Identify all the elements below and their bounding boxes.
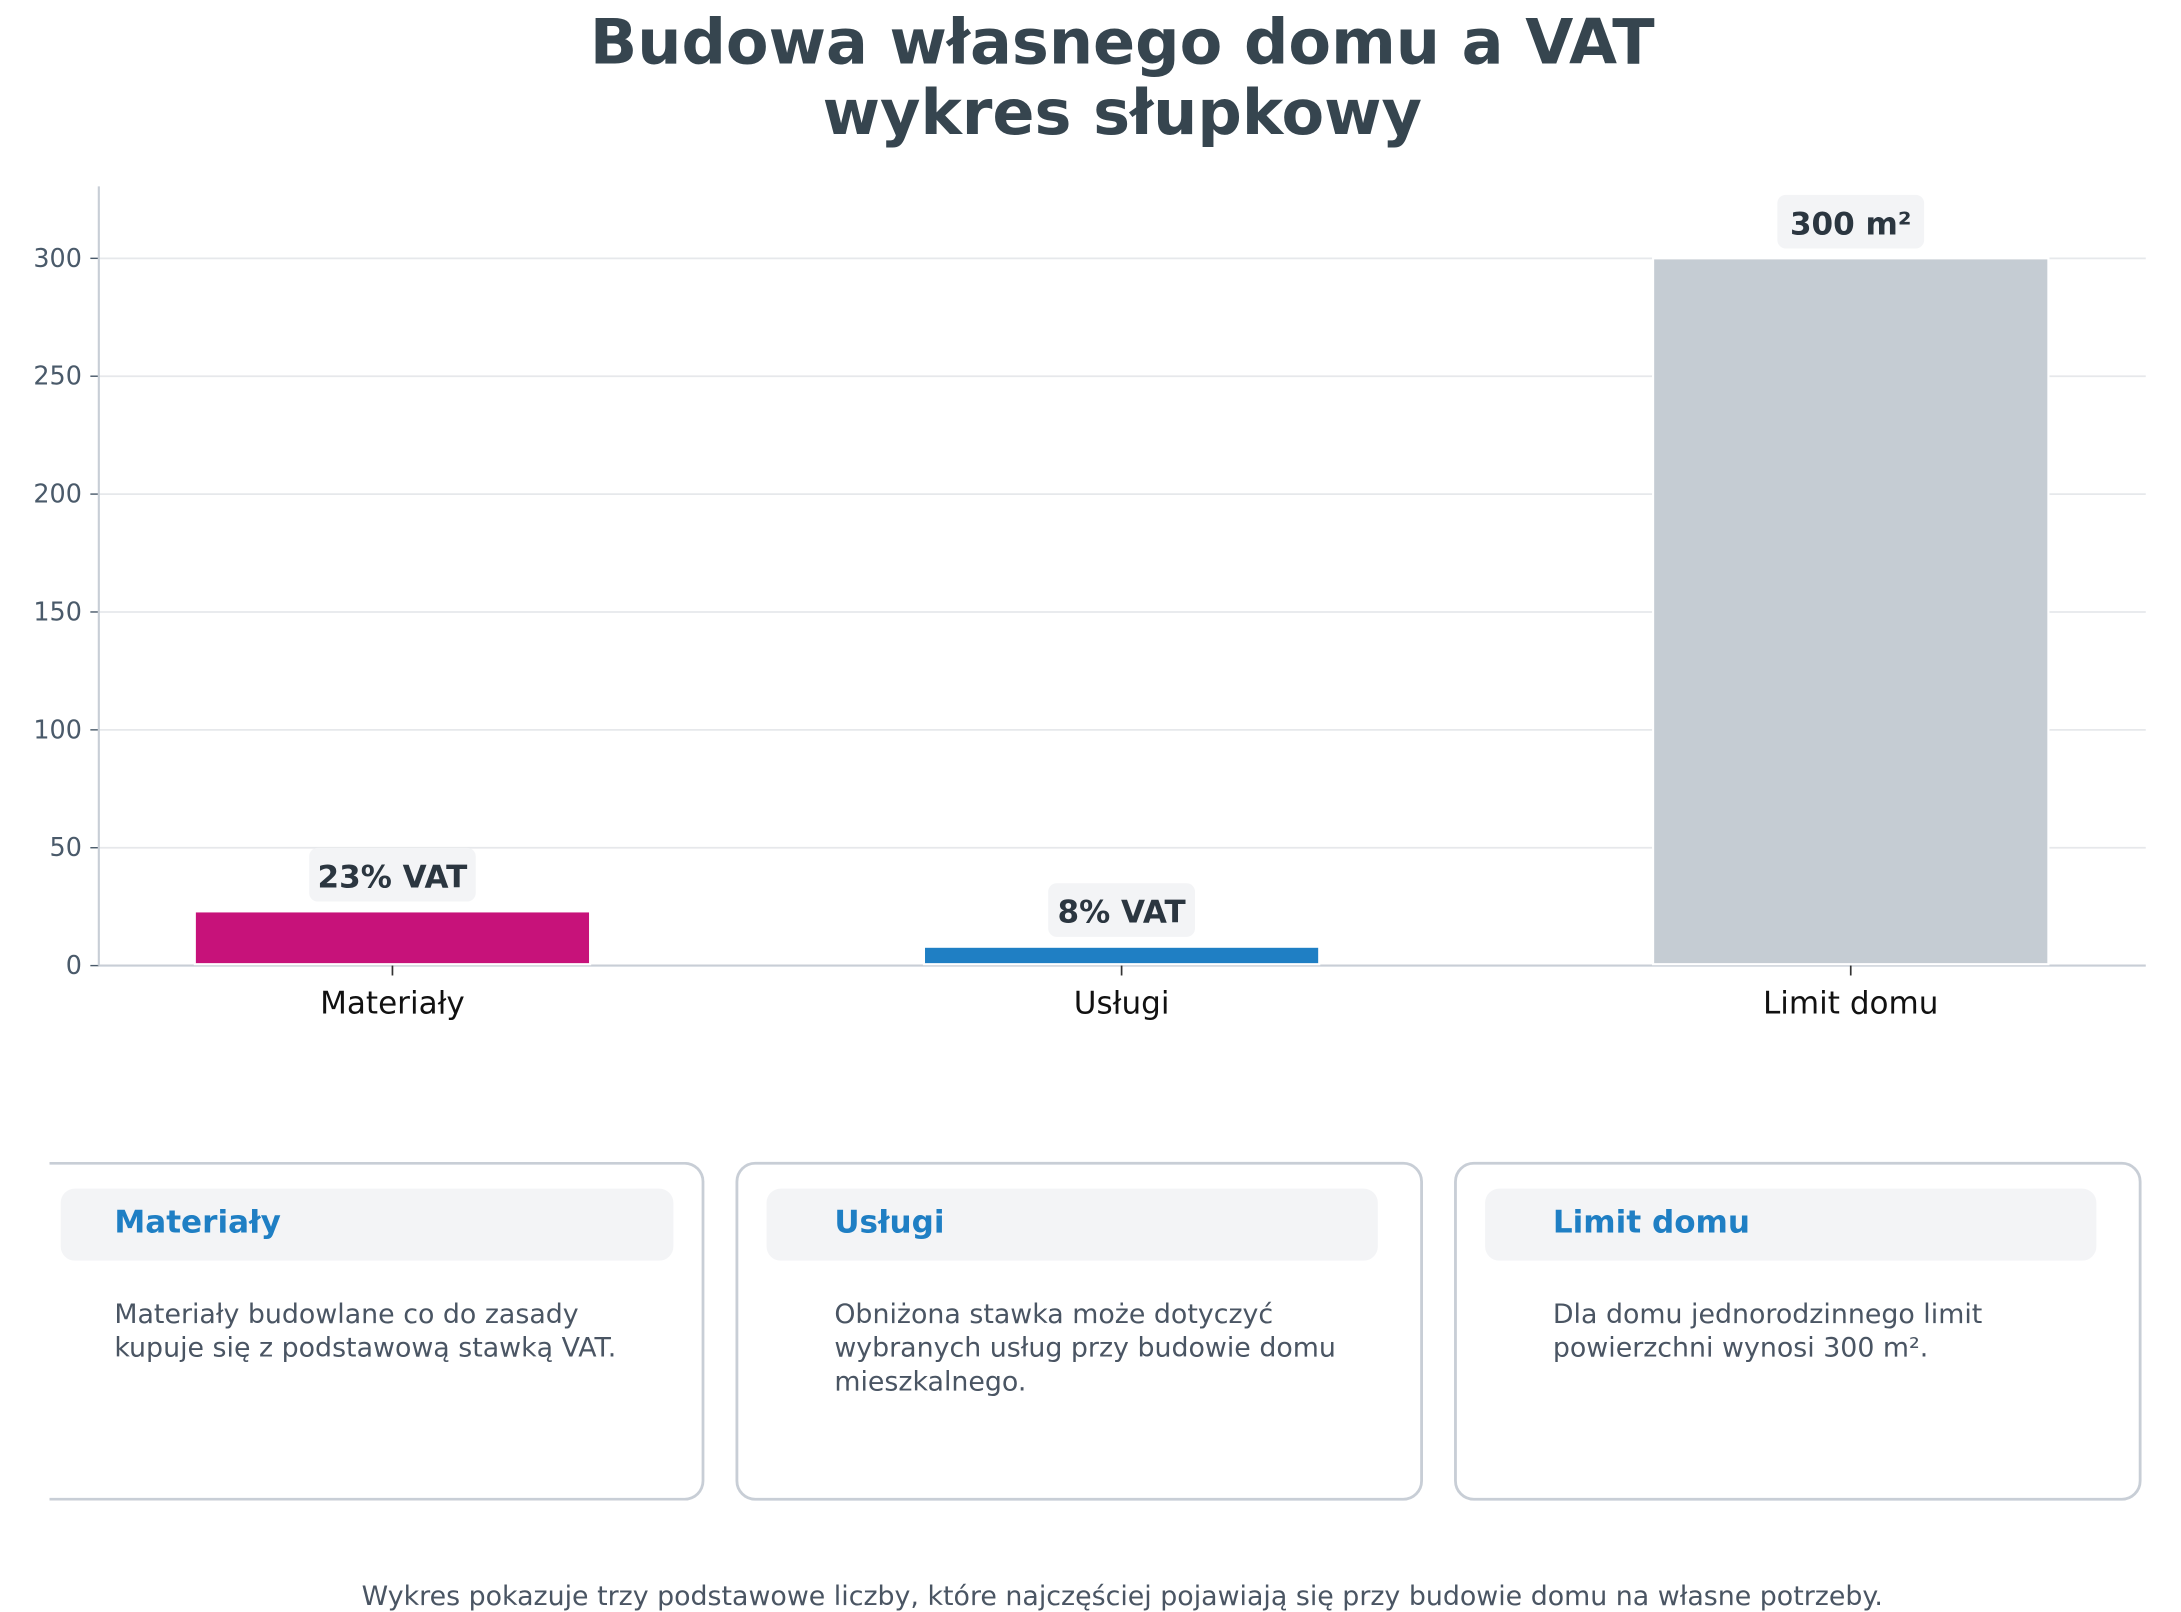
data-label: 300 m² (1790, 206, 1912, 242)
bar-1 (922, 945, 1321, 966)
x-tick-label: Limit domu (1763, 986, 1938, 1022)
y-tick-label: 250 (33, 361, 82, 391)
y-tick-label: 150 (33, 596, 82, 626)
card-text: Obniżona stawka może dotyczyć wybranych … (834, 1298, 1336, 1398)
y-tick-label: 200 (33, 479, 82, 509)
card-title: Usługi (834, 1205, 945, 1241)
bar-chart: 0 50 100 150 200 250 300 Materiały 23% VAT Usługi… (33, 186, 2146, 1022)
title-line: Budowa własnego domu a VAT (589, 7, 1655, 80)
card-title: Materiały (114, 1205, 281, 1241)
y-tick-label: 100 (33, 714, 82, 744)
card-header (1485, 1188, 2097, 1261)
data-label-box (309, 847, 476, 902)
y-tick-label: 50 (50, 832, 82, 862)
data-label-box (1048, 883, 1196, 937)
card-text: Materiały budowlane co do zasady kupuje … (114, 1298, 617, 1364)
y-tick-label: 300 (33, 243, 82, 273)
x-tick-label: Materiały (320, 986, 465, 1022)
card-title: Limit domu (1552, 1205, 1751, 1241)
x-tick-label: Usługi (1074, 986, 1170, 1022)
footer-note: Wykres pokazuje trzy podstawowe liczby, … (361, 1581, 1883, 1612)
card-header (766, 1188, 1378, 1261)
chart-title: Budowa własnego domu a VAT wykres słupko… (0, 8, 2181, 149)
card-materialy: Materiały Materiały budowlane co do zasa… (49, 1161, 705, 1501)
card-uslugi: Usługi Obniżona stawka może dotyczyć wyb… (735, 1161, 1423, 1501)
subtitle-line: wykres słupkowy (822, 77, 1423, 150)
card-text: Dla domu jednorodzinnego limit powierzch… (1552, 1298, 1983, 1364)
card-header (60, 1188, 674, 1261)
y-tick-label: 0 (66, 950, 82, 980)
data-label: 8% VAT (1057, 895, 1186, 931)
data-label-box (1777, 194, 1925, 249)
bar-2 (1652, 257, 2050, 966)
bar-0 (193, 910, 592, 966)
card-limit-domu: Limit domu Dla domu jednorodzinnego limi… (1454, 1161, 2142, 1501)
data-label: 23% VAT (318, 859, 469, 895)
